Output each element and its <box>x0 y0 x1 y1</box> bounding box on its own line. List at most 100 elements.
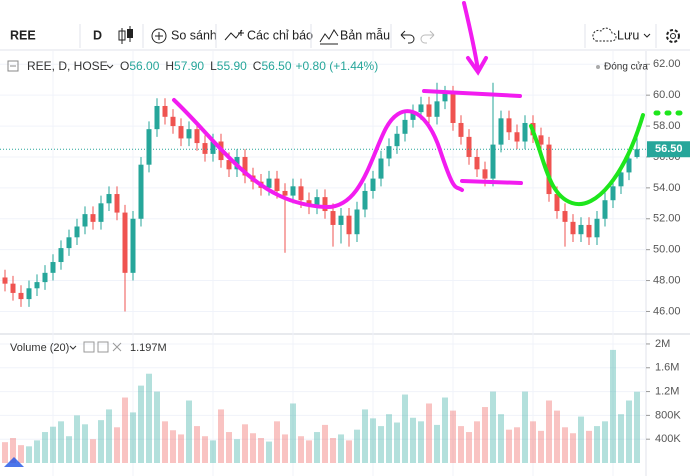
volume-bar <box>530 421 536 463</box>
volume-hide[interactable] <box>83 341 95 353</box>
volume-legend: Volume (20) <box>10 342 69 354</box>
volume-bar <box>546 400 552 463</box>
candle-body <box>490 144 496 179</box>
symbol[interactable]: REE <box>10 28 36 42</box>
volume-menu[interactable] <box>69 345 77 350</box>
candle-body <box>346 215 352 235</box>
volume-bar <box>186 400 192 463</box>
pink-arrow <box>462 1 488 76</box>
candle-body <box>114 194 120 213</box>
candle-body <box>362 190 368 210</box>
volume-bar <box>234 439 240 463</box>
volume-bar <box>10 438 16 463</box>
candle-body <box>498 118 504 145</box>
settings-icon-center <box>670 33 676 39</box>
compare-icon-plus <box>155 32 163 40</box>
chart-type-icon[interactable] <box>118 26 133 44</box>
volume-bar <box>170 430 176 463</box>
volume-bar <box>634 391 640 463</box>
volume-bar <box>394 422 400 463</box>
legend-menu[interactable] <box>106 64 114 69</box>
volume-remove[interactable] <box>112 342 122 352</box>
settings-icon[interactable] <box>666 29 680 43</box>
candle-body <box>98 203 104 222</box>
candle-body <box>410 112 416 120</box>
candle-body <box>242 156 248 176</box>
volume-bar <box>482 407 488 463</box>
candle-body <box>610 186 616 201</box>
volume-bar <box>138 385 144 463</box>
volume-bar <box>466 432 472 463</box>
volume-bar <box>2 442 8 463</box>
volume-value: 1.197M <box>130 342 167 354</box>
candle-body <box>122 212 128 273</box>
templates-button[interactable]: Bản mẫu <box>340 27 390 42</box>
candle-body <box>434 101 440 117</box>
candle-body <box>34 282 40 289</box>
candle-body <box>58 248 64 263</box>
compare-icon[interactable] <box>151 28 167 44</box>
cloud-icon[interactable] <box>592 27 617 42</box>
volume-bar <box>178 434 184 463</box>
compare-button[interactable]: So sánh <box>171 28 217 42</box>
candle-body <box>594 218 600 238</box>
candle-body <box>506 118 512 133</box>
indicators-button[interactable]: Các chỉ báo <box>247 28 313 42</box>
volume-bar <box>114 427 120 463</box>
candle-body <box>10 283 16 293</box>
volume-settings[interactable] <box>97 341 109 353</box>
candle-body <box>82 214 88 227</box>
candle-body <box>634 149 640 157</box>
volume-bar <box>570 433 576 463</box>
volume-bar <box>618 414 624 463</box>
candle-body <box>106 194 112 204</box>
volume-bar <box>338 434 344 463</box>
candle-body <box>602 200 608 219</box>
volume-bar <box>418 421 424 463</box>
candle-body <box>266 178 272 188</box>
volume-bar <box>498 414 504 463</box>
candle-body <box>570 221 576 235</box>
redo[interactable] <box>420 30 435 44</box>
volume-bar <box>314 432 320 463</box>
volume-bar <box>122 397 128 463</box>
collapse-icon[interactable] <box>7 60 19 72</box>
candle-body <box>426 104 432 117</box>
candle-body <box>42 272 48 283</box>
volume-bar <box>106 409 112 463</box>
candle-body <box>586 224 592 238</box>
volume-bar <box>586 430 592 463</box>
status-dot <box>596 65 600 69</box>
volume-bar <box>426 403 432 463</box>
candle-body <box>338 215 344 225</box>
interval[interactable]: D <box>93 28 102 42</box>
y-tick-label: 60.00 <box>653 89 681 101</box>
green-curve <box>529 113 645 207</box>
candle-body <box>146 129 152 165</box>
volume-bar <box>410 417 416 463</box>
templates-icon[interactable] <box>319 29 339 45</box>
volume-bar <box>98 420 104 463</box>
volume-bar <box>34 440 40 463</box>
symbol-legend[interactable]: REE, D, HOSE <box>27 59 108 73</box>
save-menu[interactable] <box>643 33 651 38</box>
volume-bar <box>346 440 352 463</box>
volume-bar <box>602 421 608 463</box>
candle-body <box>466 136 472 157</box>
candle-body <box>386 146 392 159</box>
volume-bar <box>162 421 168 463</box>
save-button[interactable]: Lưu <box>617 28 639 42</box>
volume-bar <box>370 418 376 463</box>
candle-body <box>138 164 144 219</box>
volume-bar <box>474 421 480 463</box>
candle-body <box>74 226 80 238</box>
pink-curve <box>172 98 464 210</box>
undo[interactable] <box>400 30 415 44</box>
indicators-icon[interactable] <box>224 29 244 41</box>
volume-bar <box>450 410 456 463</box>
volume-bar <box>266 441 272 463</box>
o-value: 56.00 <box>129 59 159 73</box>
volume-bar <box>74 415 80 463</box>
candle-body <box>418 104 424 113</box>
